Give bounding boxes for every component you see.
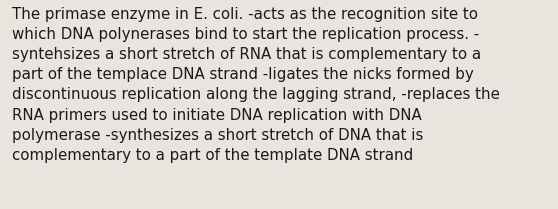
Text: The primase enzyme in E. coli. -acts as the recognition site to
which DNA polyne: The primase enzyme in E. coli. -acts as … (12, 7, 500, 163)
